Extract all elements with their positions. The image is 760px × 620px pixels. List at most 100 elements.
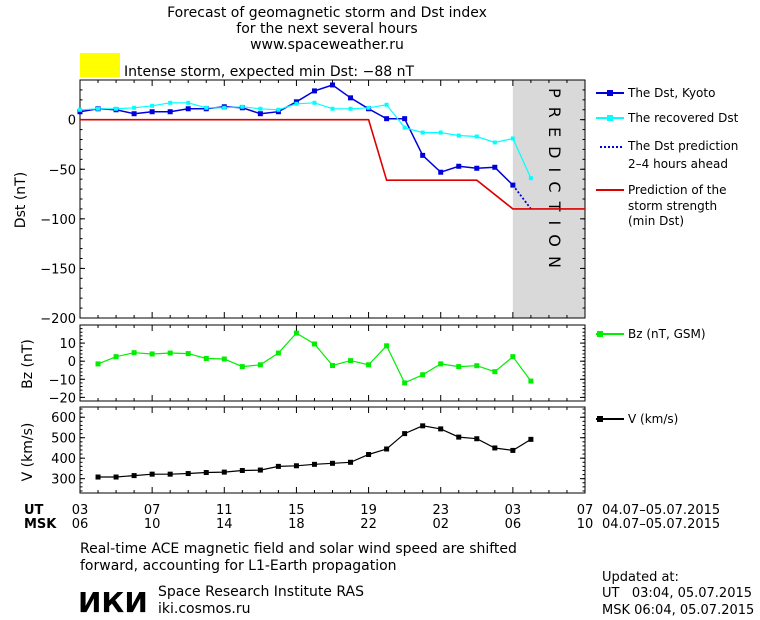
bz-series-0-point (239, 364, 245, 370)
legend-dst-prediction-line2: 2–4 hours ahead (628, 157, 728, 171)
dst-series-0-point (474, 165, 480, 171)
bz-series-0-point (293, 330, 299, 336)
ut-tick-label: 03 (72, 503, 89, 518)
legend-marker-dst-kyoto (607, 90, 613, 96)
speed-series-0-point (528, 436, 534, 442)
speed-series-0-point (185, 471, 191, 477)
updated-ut: UT 03:04, 05.07.2015 (602, 586, 752, 601)
legend: The Dst, Kyoto The recovered Dst The Dst… (596, 86, 739, 426)
legend-dst-kyoto: The Dst, Kyoto (627, 86, 715, 100)
dst-series-1-point (366, 105, 371, 110)
msk-tick-label: 14 (216, 517, 233, 532)
updated-msk: MSK 06:04, 05.07.2015 (602, 603, 754, 618)
dst-series-0-point (402, 116, 408, 122)
institute-site: iki.cosmos.ru (158, 601, 250, 617)
speed-series-0-point (438, 426, 444, 432)
speed-ytick-label: 400 (51, 452, 76, 467)
dst-series-1-point (510, 136, 515, 141)
msk-tick-label: 18 (288, 517, 305, 532)
dst-series-1-point (438, 130, 443, 135)
ut-tick-label: 07 (577, 503, 594, 518)
dst-series-0-point (492, 164, 498, 170)
dst-series-1-point (312, 100, 317, 105)
legend-marker-speed (597, 416, 603, 422)
bz-series-0-point (149, 351, 155, 357)
dst-series-1-point (348, 106, 353, 111)
speed-series-0-point (257, 467, 263, 473)
dst-series-1-point (276, 107, 281, 112)
bz-series-0-point (113, 354, 119, 360)
bz-series-0-point (366, 362, 372, 368)
bz-series-0-point (131, 350, 137, 356)
dst-series-1-point (294, 101, 299, 106)
legend-dst-prediction-line1: The Dst prediction (627, 139, 738, 153)
speed-series-0-point (492, 445, 498, 451)
speed-series-0-point (95, 474, 101, 480)
ut-date-range: 04.07–05.07.2015 (602, 503, 720, 518)
dst-series-0-point (438, 169, 444, 175)
msk-tick-label: 06 (505, 517, 522, 532)
speed-series-0-line (98, 425, 532, 478)
dst-series-0-point (257, 111, 263, 117)
speed-series-0-point (311, 461, 317, 467)
dst-series-1-point (420, 130, 425, 135)
bz-series-0-point (474, 363, 480, 369)
dst-series-0-point (167, 109, 173, 115)
prediction-band (512, 80, 585, 318)
bz-series-0-point (510, 354, 516, 360)
speed-series-0-point (239, 467, 245, 473)
dst-series-1-point (384, 102, 389, 107)
dst-series-1-point (402, 125, 407, 130)
speed-series-0-point (330, 460, 335, 466)
speed-series-0-point (510, 447, 516, 453)
speed-axis-label: V (km/s) (20, 423, 36, 482)
msk-tick-label: 02 (432, 517, 449, 532)
bz-series-0-point (456, 364, 462, 370)
legend-bz: Bz (nT, GSM) (628, 327, 706, 341)
dst-series-1-point (78, 107, 82, 112)
dst-series-1-point (528, 176, 533, 181)
bz-series-0-point (275, 350, 281, 356)
bz-ytick-label: 10 (59, 337, 76, 352)
ace-note-line2: forward, accounting for L1-Earth propaga… (80, 558, 397, 574)
speed-series-0-point (275, 463, 281, 469)
time-axis: UT MSK 04.07–05.07.2015 04.07–05.07.2015… (24, 503, 720, 532)
dst-ytick-label: −50 (49, 163, 76, 178)
ut-axis-label: UT (24, 503, 44, 518)
dst-ytick-label: −150 (40, 262, 76, 277)
bz-panel-frame (79, 324, 586, 402)
dst-series-1-line (79, 102, 532, 179)
bz-series-0-point (348, 358, 354, 364)
speed-series-0-point (149, 471, 155, 477)
dst-series-1-point (330, 106, 335, 111)
bz-series-0-point (330, 363, 335, 369)
dst-axis-label: Dst (nT) (13, 172, 29, 228)
bz-series-0-point (528, 378, 534, 384)
legend-dst-recovered: The recovered Dst (627, 111, 739, 125)
dst-series-2-line (512, 184, 532, 210)
title-line-3: www.spaceweather.ru (250, 37, 404, 53)
speed-series-0-point (348, 459, 354, 465)
ut-tick-label: 11 (216, 503, 233, 518)
dst-series-0-point (311, 88, 317, 94)
dst-series-1-point (258, 106, 263, 111)
legend-marker-bz (597, 331, 603, 337)
title-line-2: for the next several hours (236, 21, 417, 37)
legend-storm-strength-line3: (min Dst) (628, 214, 684, 228)
legend-storm-strength-line1: Prediction of the (628, 183, 727, 197)
legend-marker-dst-recovered (607, 115, 613, 121)
msk-date-range: 04.07–05.07.2015 (602, 517, 720, 532)
dst-series-1-point (186, 100, 191, 105)
dst-series-0-point (384, 116, 390, 122)
dst-panel: P R E D I C T I O N 0 −50 −100 −150 −200 Dst… (13, 79, 586, 327)
speed-series-0-point (221, 469, 227, 475)
dst-series-1-point (150, 103, 155, 108)
dst-series-1-point (456, 133, 461, 138)
msk-tick-label: 10 (144, 517, 161, 532)
speed-series-0-point (420, 423, 426, 429)
dst-series-1-point (96, 106, 101, 111)
dst-series-1-point (474, 134, 479, 139)
speed-series-0-point (402, 431, 408, 437)
dst-series-1-point (114, 106, 119, 111)
